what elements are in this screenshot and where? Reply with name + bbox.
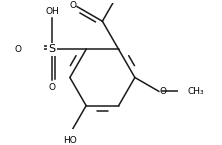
Text: CH₃: CH₃ (187, 87, 204, 96)
Text: O: O (15, 45, 22, 54)
Text: S: S (48, 44, 56, 54)
Text: O: O (69, 1, 77, 10)
Text: OH: OH (45, 7, 59, 16)
Text: HO: HO (63, 136, 77, 145)
Text: O: O (159, 87, 166, 96)
Text: O: O (49, 83, 56, 92)
